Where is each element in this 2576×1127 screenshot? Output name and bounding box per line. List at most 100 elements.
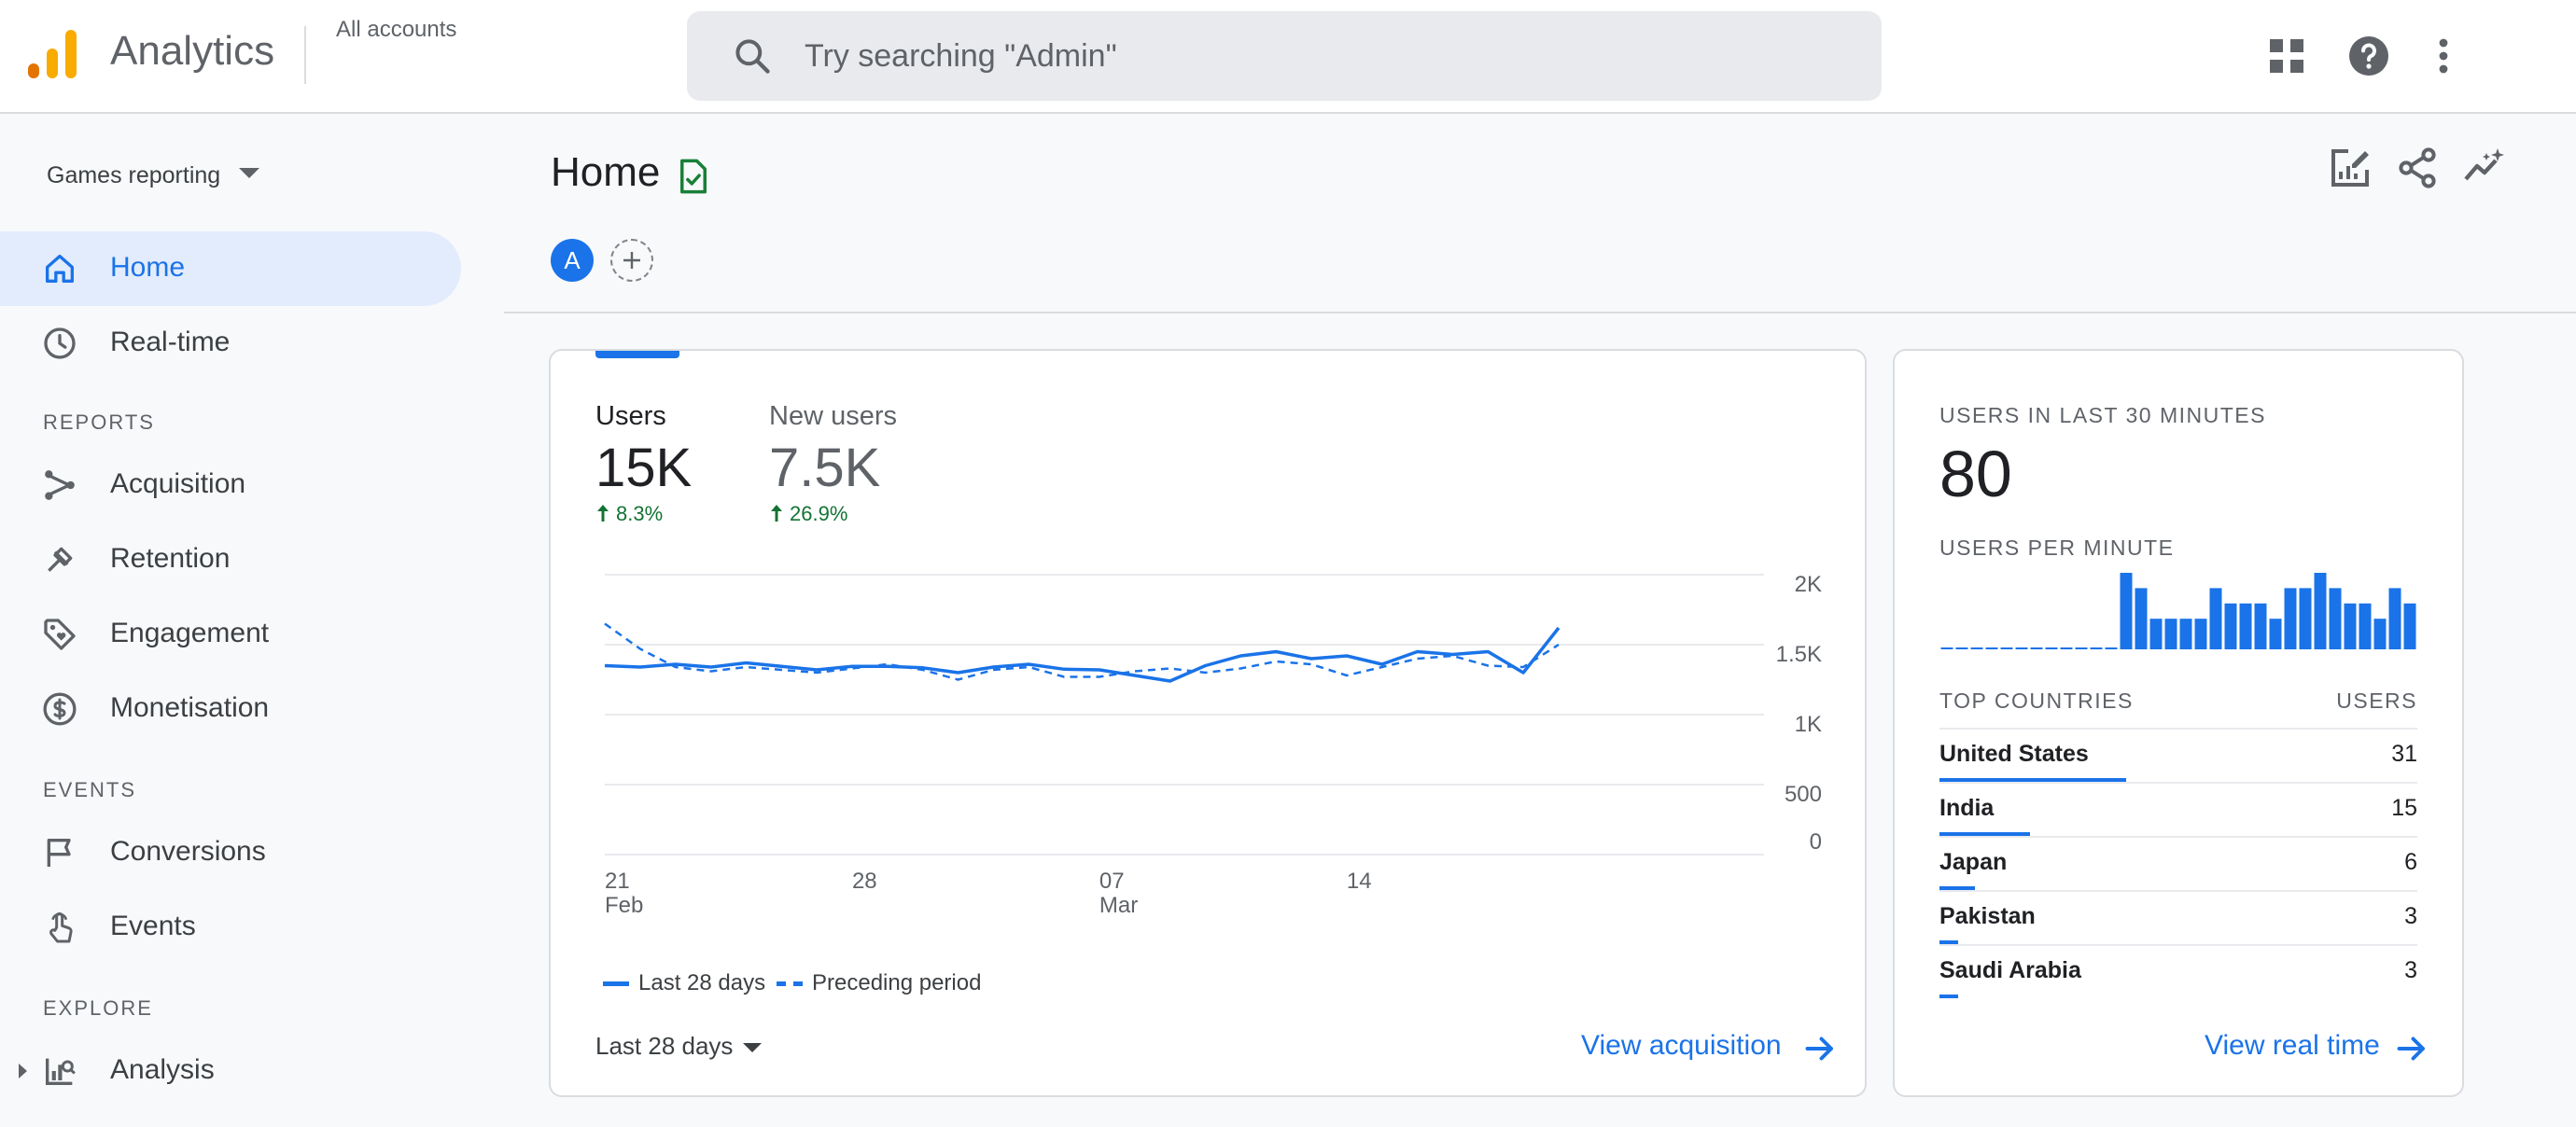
- acquisition-icon: [45, 470, 75, 500]
- sidebar-item-conversions[interactable]: Conversions: [0, 815, 461, 890]
- analytics-logo-icon[interactable]: [26, 28, 78, 80]
- country-name: Saudi Arabia: [1939, 957, 2081, 983]
- search-bar[interactable]: [687, 11, 1882, 101]
- metric-label-new-users[interactable]: New users: [769, 401, 897, 431]
- touch-icon: [49, 911, 73, 943]
- sidebar-item-monetisation[interactable]: Monetisation: [0, 672, 461, 746]
- per-minute-bar[interactable]: [2105, 647, 2118, 649]
- country-name: Japan: [1939, 849, 2008, 875]
- sidebar-item-home[interactable]: Home: [0, 231, 461, 306]
- per-minute-bar[interactable]: [2045, 647, 2058, 649]
- per-minute-bar[interactable]: [2239, 603, 2252, 649]
- users-per-minute-chart[interactable]: [1939, 573, 2417, 666]
- arrow-up-icon: [771, 505, 782, 522]
- sidebar-item-label: Engagement: [110, 618, 270, 648]
- per-minute-bar[interactable]: [2149, 619, 2163, 649]
- add-comparison-button[interactable]: [610, 239, 653, 282]
- per-minute-bar[interactable]: [2329, 588, 2342, 649]
- per-minute-bar[interactable]: [2209, 588, 2222, 649]
- per-minute-bar[interactable]: [2299, 588, 2312, 649]
- country-users: 3: [2404, 957, 2417, 983]
- per-minute-bar[interactable]: [2403, 603, 2416, 649]
- help-icon[interactable]: [2346, 34, 2391, 78]
- country-row[interactable]: Saudi Arabia 3: [1939, 944, 2417, 998]
- search-input[interactable]: [805, 11, 1831, 101]
- sidebar-item-retention[interactable]: Retention: [0, 522, 461, 597]
- sidebar-item-acquisition[interactable]: Acquisition: [0, 448, 461, 522]
- per-minute-bar[interactable]: [2284, 588, 2297, 649]
- sidebar-item-analysis[interactable]: Analysis: [0, 1034, 461, 1108]
- account-selector[interactable]: All accounts: [336, 17, 457, 42]
- users-per-minute-label: USERS PER MINUTE: [1939, 536, 2175, 560]
- x-tick-label: 07: [1099, 869, 1125, 894]
- realtime-title: USERS IN LAST 30 MINUTES: [1939, 403, 2266, 427]
- per-minute-bar[interactable]: [2060, 647, 2073, 649]
- country-row[interactable]: India 15: [1939, 782, 2417, 836]
- more-vert-icon[interactable]: [2421, 34, 2466, 78]
- x-tick-label: 28: [852, 869, 877, 894]
- country-row[interactable]: Pakistan 3: [1939, 890, 2417, 944]
- verified-report-icon[interactable]: [674, 157, 713, 196]
- per-minute-bar[interactable]: [2224, 603, 2237, 649]
- sidebar-item-label: Acquisition: [110, 468, 246, 499]
- metric-label-users[interactable]: Users: [595, 401, 666, 431]
- per-minute-bar[interactable]: [2090, 647, 2103, 649]
- series-line-preceding-period[interactable]: [604, 622, 1560, 681]
- overview-card: Users 15K 8.3% New users 7.5K 26.9% 2K 1.…: [549, 349, 1867, 1097]
- flag-icon: [47, 839, 71, 867]
- per-minute-bar[interactable]: [2179, 619, 2192, 649]
- per-minute-bar[interactable]: [1940, 647, 1953, 649]
- per-minute-bar[interactable]: [2164, 619, 2177, 649]
- metric-change-value: 26.9%: [790, 502, 848, 525]
- per-minute-bar[interactable]: [2030, 647, 2043, 649]
- expand-caret-icon[interactable]: [19, 1064, 27, 1078]
- per-minute-bar[interactable]: [2373, 619, 2387, 649]
- x-tick-sublabel: Mar: [1099, 893, 1138, 918]
- view-acquisition-link[interactable]: View acquisition: [1581, 1030, 1782, 1061]
- per-minute-bar[interactable]: [2015, 647, 2028, 649]
- per-minute-bar[interactable]: [2000, 647, 2013, 649]
- arrow-right-icon[interactable]: [2395, 1032, 2429, 1065]
- per-minute-bar[interactable]: [1985, 647, 1998, 649]
- edit-report-icon[interactable]: [2328, 146, 2373, 190]
- per-minute-bar[interactable]: [2388, 588, 2401, 649]
- sidebar-item-real-time[interactable]: Real-time: [0, 306, 461, 381]
- country-row[interactable]: Japan 6: [1939, 836, 2417, 890]
- arrow-right-icon[interactable]: [1803, 1032, 1837, 1065]
- per-minute-bar[interactable]: [1970, 647, 1983, 649]
- x-tick-label: 14: [1347, 869, 1372, 894]
- series-line-last-28-days[interactable]: [604, 626, 1561, 683]
- per-minute-bar[interactable]: [2344, 603, 2357, 649]
- per-minute-bar[interactable]: [2359, 603, 2372, 649]
- chevron-down-icon[interactable]: [239, 168, 259, 178]
- per-minute-bar[interactable]: [2269, 619, 2282, 649]
- per-minute-bar[interactable]: [2135, 588, 2148, 649]
- country-row[interactable]: United States 31: [1939, 728, 2417, 782]
- sidebar-item-label: Conversions: [110, 836, 266, 867]
- sidebar-item-engagement[interactable]: Engagement: [0, 597, 461, 672]
- per-minute-bar[interactable]: [2254, 603, 2267, 649]
- chevron-down-icon[interactable]: [743, 1043, 762, 1052]
- per-minute-bar[interactable]: [1955, 647, 1968, 649]
- per-minute-bar[interactable]: [2120, 573, 2133, 649]
- insights-icon[interactable]: [2462, 146, 2507, 190]
- y-tick-label: 500: [1785, 782, 1822, 807]
- view-real-time-link[interactable]: View real time: [2205, 1030, 2380, 1061]
- x-tick-label: 21: [605, 869, 630, 894]
- active-tab-indicator: [595, 351, 679, 358]
- property-selector[interactable]: Games reporting: [47, 162, 221, 188]
- date-range-selector[interactable]: Last 28 days: [595, 1032, 734, 1060]
- per-minute-bar[interactable]: [2075, 647, 2088, 649]
- metric-change-value: 8.3%: [616, 502, 664, 525]
- legend-swatch-solid: [603, 981, 629, 987]
- country-users: 15: [2391, 795, 2417, 821]
- per-minute-bar[interactable]: [2194, 619, 2207, 649]
- sidebar-item-events[interactable]: Events: [0, 890, 461, 965]
- apps-grid-icon[interactable]: [2264, 34, 2309, 78]
- sidebar: Games reporting Home Real-time REPORTS A…: [0, 116, 485, 1127]
- arrow-up-icon: [597, 505, 609, 522]
- per-minute-bar[interactable]: [2314, 573, 2327, 649]
- share-icon[interactable]: [2395, 146, 2440, 190]
- comparison-chip[interactable]: A: [551, 239, 594, 282]
